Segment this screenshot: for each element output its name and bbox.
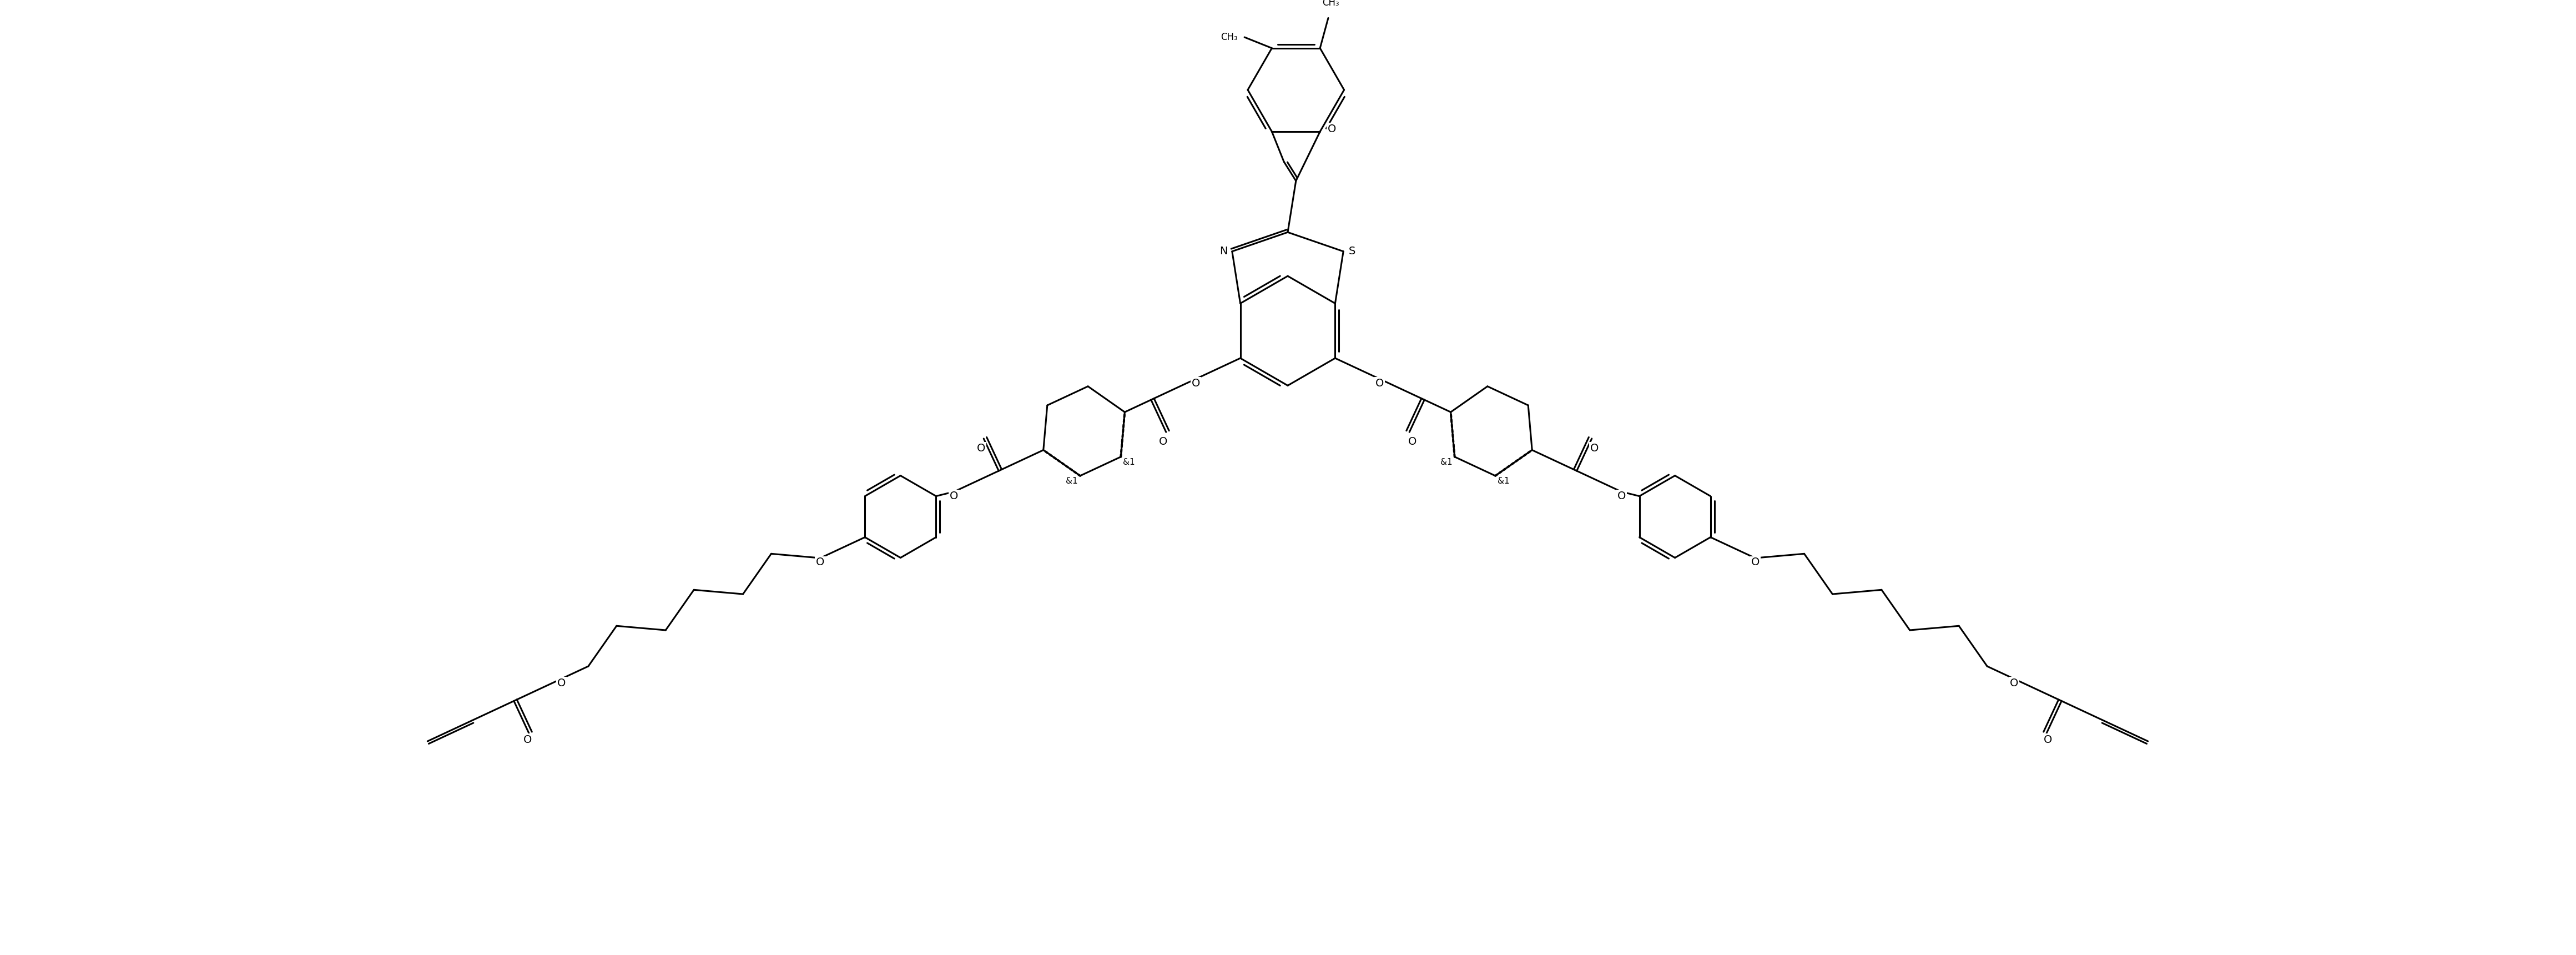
Text: O: O	[1409, 436, 1417, 447]
Text: O: O	[1327, 123, 1337, 134]
Text: O: O	[523, 734, 531, 745]
Text: S: S	[1350, 246, 1355, 257]
Text: O: O	[817, 557, 824, 567]
Text: O: O	[2009, 678, 2017, 689]
Text: N: N	[1218, 246, 1226, 257]
Text: O: O	[976, 443, 984, 454]
Text: &1: &1	[1123, 458, 1136, 466]
Text: O: O	[951, 491, 958, 501]
Text: CH₃: CH₃	[1221, 32, 1236, 42]
Text: &1: &1	[1497, 478, 1510, 485]
Text: O: O	[1376, 378, 1383, 389]
Text: &1: &1	[1440, 458, 1453, 466]
Text: CH₃: CH₃	[1321, 0, 1340, 8]
Text: O: O	[1193, 378, 1200, 389]
Text: O: O	[556, 678, 567, 689]
Text: &1: &1	[1066, 478, 1077, 485]
Text: O: O	[1159, 436, 1167, 447]
Text: O: O	[1589, 443, 1600, 454]
Text: O: O	[1618, 491, 1625, 501]
Text: O: O	[1752, 557, 1759, 567]
Text: O: O	[2043, 734, 2053, 745]
